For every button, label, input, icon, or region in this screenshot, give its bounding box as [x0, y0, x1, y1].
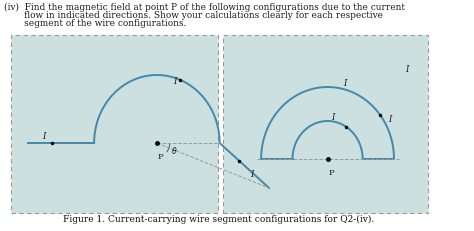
- Text: I: I: [173, 77, 176, 86]
- Text: I: I: [343, 79, 346, 88]
- Text: flow in indicated directions. Show your calculations clearly for each respective: flow in indicated directions. Show your …: [4, 11, 383, 20]
- Text: P: P: [328, 168, 334, 176]
- Bar: [11, 36, 218, 213]
- Text: (iv)  Find the magnetic field at point P of the following configurations due to : (iv) Find the magnetic field at point P …: [4, 3, 405, 12]
- Text: segment of the wire configurations.: segment of the wire configurations.: [4, 19, 186, 28]
- Text: P: P: [158, 152, 164, 160]
- Text: I: I: [331, 112, 335, 121]
- Text: I: I: [388, 115, 391, 123]
- Text: I: I: [251, 170, 254, 179]
- Bar: [223, 36, 428, 213]
- Text: Figure 1. Current-carrying wire segment configurations for Q2-(iv).: Figure 1. Current-carrying wire segment …: [63, 213, 374, 223]
- Text: $\theta$: $\theta$: [171, 145, 177, 156]
- Text: I: I: [43, 131, 46, 140]
- Text: I: I: [405, 65, 409, 74]
